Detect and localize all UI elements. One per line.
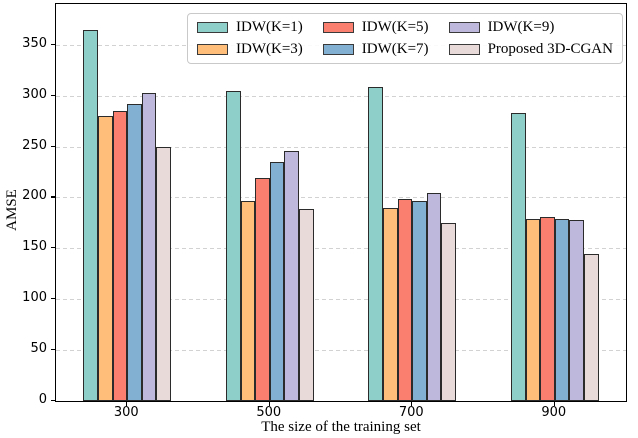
gridline-y-200 bbox=[56, 197, 626, 199]
y-tick-mark-0 bbox=[51, 400, 55, 402]
x-tick-label-700: 700 bbox=[398, 405, 424, 420]
legend-swatch-idw-k-1 bbox=[197, 22, 228, 33]
x-tick-label-300: 300 bbox=[113, 405, 139, 420]
y-tick-label-300: 300 bbox=[22, 86, 47, 102]
legend-label-idw-k-5: IDW(K=5) bbox=[361, 19, 429, 35]
legend-column-1: IDW(K=1) IDW(K=3) bbox=[197, 19, 303, 58]
bar-idw-k-9-300 bbox=[141, 92, 157, 401]
gridline-y-100 bbox=[56, 299, 626, 301]
y-tick-mark-200 bbox=[51, 196, 55, 198]
bar-proposed-3d-cgan-300 bbox=[156, 146, 172, 401]
bar-idw-k-7-700 bbox=[412, 201, 427, 401]
bar-idw-k-1-500 bbox=[225, 90, 241, 401]
y-tick-label-350: 350 bbox=[22, 35, 47, 51]
bar-idw-k-3-300 bbox=[98, 115, 113, 401]
bar-idw-k-3-900 bbox=[525, 218, 541, 401]
x-tick-mark-900 bbox=[553, 402, 555, 406]
bar-idw-k-9-500 bbox=[284, 150, 299, 401]
y-tick-label-250: 250 bbox=[22, 137, 47, 153]
bar-idw-k-3-700 bbox=[383, 207, 398, 401]
x-tick-mark-300 bbox=[126, 402, 128, 406]
bar-idw-k-7-300 bbox=[127, 103, 142, 401]
y-tick-label-150: 150 bbox=[22, 239, 47, 255]
gridline-y-250 bbox=[56, 146, 626, 148]
legend-label-idw-k-1: IDW(K=1) bbox=[236, 19, 303, 35]
y-tick-label-200: 200 bbox=[22, 188, 47, 204]
y-tick-mark-300 bbox=[51, 94, 55, 96]
legend-swatch-proposed-3d-cgan bbox=[448, 44, 480, 55]
legend-column-2: IDW(K=5) IDW(K=7) bbox=[322, 19, 429, 58]
bar-idw-k-9-900 bbox=[569, 219, 584, 401]
legend-entry-idw-k-7: IDW(K=7) bbox=[322, 41, 429, 58]
bar-proposed-3d-cgan-700 bbox=[441, 222, 457, 401]
bar-idw-k-1-300 bbox=[83, 30, 99, 401]
legend: IDW(K=1) IDW(K=3) IDW(K=5) IDW(K=7) IDW(K=9)… bbox=[187, 13, 623, 64]
y-tick-mark-250 bbox=[51, 145, 55, 147]
legend-swatch-idw-k-3 bbox=[197, 44, 228, 55]
y-tick-mark-50 bbox=[51, 349, 55, 351]
legend-label-proposed-3d-cgan: Proposed 3D-CGAN bbox=[487, 41, 613, 57]
legend-entry-idw-k-1: IDW(K=1) bbox=[197, 19, 303, 36]
legend-label-idw-k-9: IDW(K=9) bbox=[487, 19, 555, 35]
bar-idw-k-1-700 bbox=[368, 87, 384, 401]
bar-idw-k-1-900 bbox=[510, 112, 526, 401]
y-tick-label-0: 0 bbox=[38, 392, 47, 407]
legend-swatch-idw-k-7 bbox=[322, 44, 354, 55]
y-tick-mark-100 bbox=[51, 298, 55, 300]
legend-entry-idw-k-5: IDW(K=5) bbox=[322, 19, 429, 36]
bar-idw-k-5-500 bbox=[255, 178, 270, 401]
bar-idw-k-5-300 bbox=[112, 110, 128, 401]
bar-proposed-3d-cgan-500 bbox=[298, 208, 314, 401]
y-tick-label-100: 100 bbox=[22, 290, 47, 306]
x-tick-mark-700 bbox=[411, 402, 413, 406]
x-axis-title: The size of the training set bbox=[261, 419, 421, 435]
bar-idw-k-9-700 bbox=[426, 193, 442, 401]
bar-proposed-3d-cgan-900 bbox=[583, 254, 599, 401]
bar-idw-k-7-500 bbox=[269, 161, 285, 401]
legend-label-idw-k-7: IDW(K=7) bbox=[361, 41, 429, 57]
legend-swatch-idw-k-5 bbox=[322, 22, 354, 33]
bar-idw-k-5-700 bbox=[397, 199, 413, 401]
y-tick-mark-350 bbox=[51, 43, 55, 45]
bar-idw-k-7-900 bbox=[554, 218, 570, 401]
gridline-y-300 bbox=[56, 95, 626, 97]
x-tick-label-500: 500 bbox=[256, 405, 282, 420]
legend-entry-idw-k-3: IDW(K=3) bbox=[197, 41, 303, 58]
gridline-y-50 bbox=[56, 350, 626, 352]
legend-entry-idw-k-9: IDW(K=9) bbox=[448, 19, 613, 36]
legend-column-3: IDW(K=9) Proposed 3D-CGAN bbox=[448, 19, 613, 58]
legend-label-idw-k-3: IDW(K=3) bbox=[236, 41, 303, 57]
y-tick-label-50: 50 bbox=[30, 341, 47, 357]
x-tick-mark-500 bbox=[268, 402, 270, 406]
gridline-y-150 bbox=[56, 248, 626, 250]
bar-idw-k-3-500 bbox=[240, 201, 256, 401]
bar-idw-k-5-900 bbox=[540, 216, 555, 401]
legend-swatch-idw-k-9 bbox=[448, 22, 480, 33]
y-tick-mark-150 bbox=[51, 247, 55, 249]
plot-area bbox=[55, 3, 627, 402]
x-tick-label-900: 900 bbox=[541, 405, 567, 420]
legend-entry-proposed-3d-cgan: Proposed 3D-CGAN bbox=[448, 41, 613, 58]
